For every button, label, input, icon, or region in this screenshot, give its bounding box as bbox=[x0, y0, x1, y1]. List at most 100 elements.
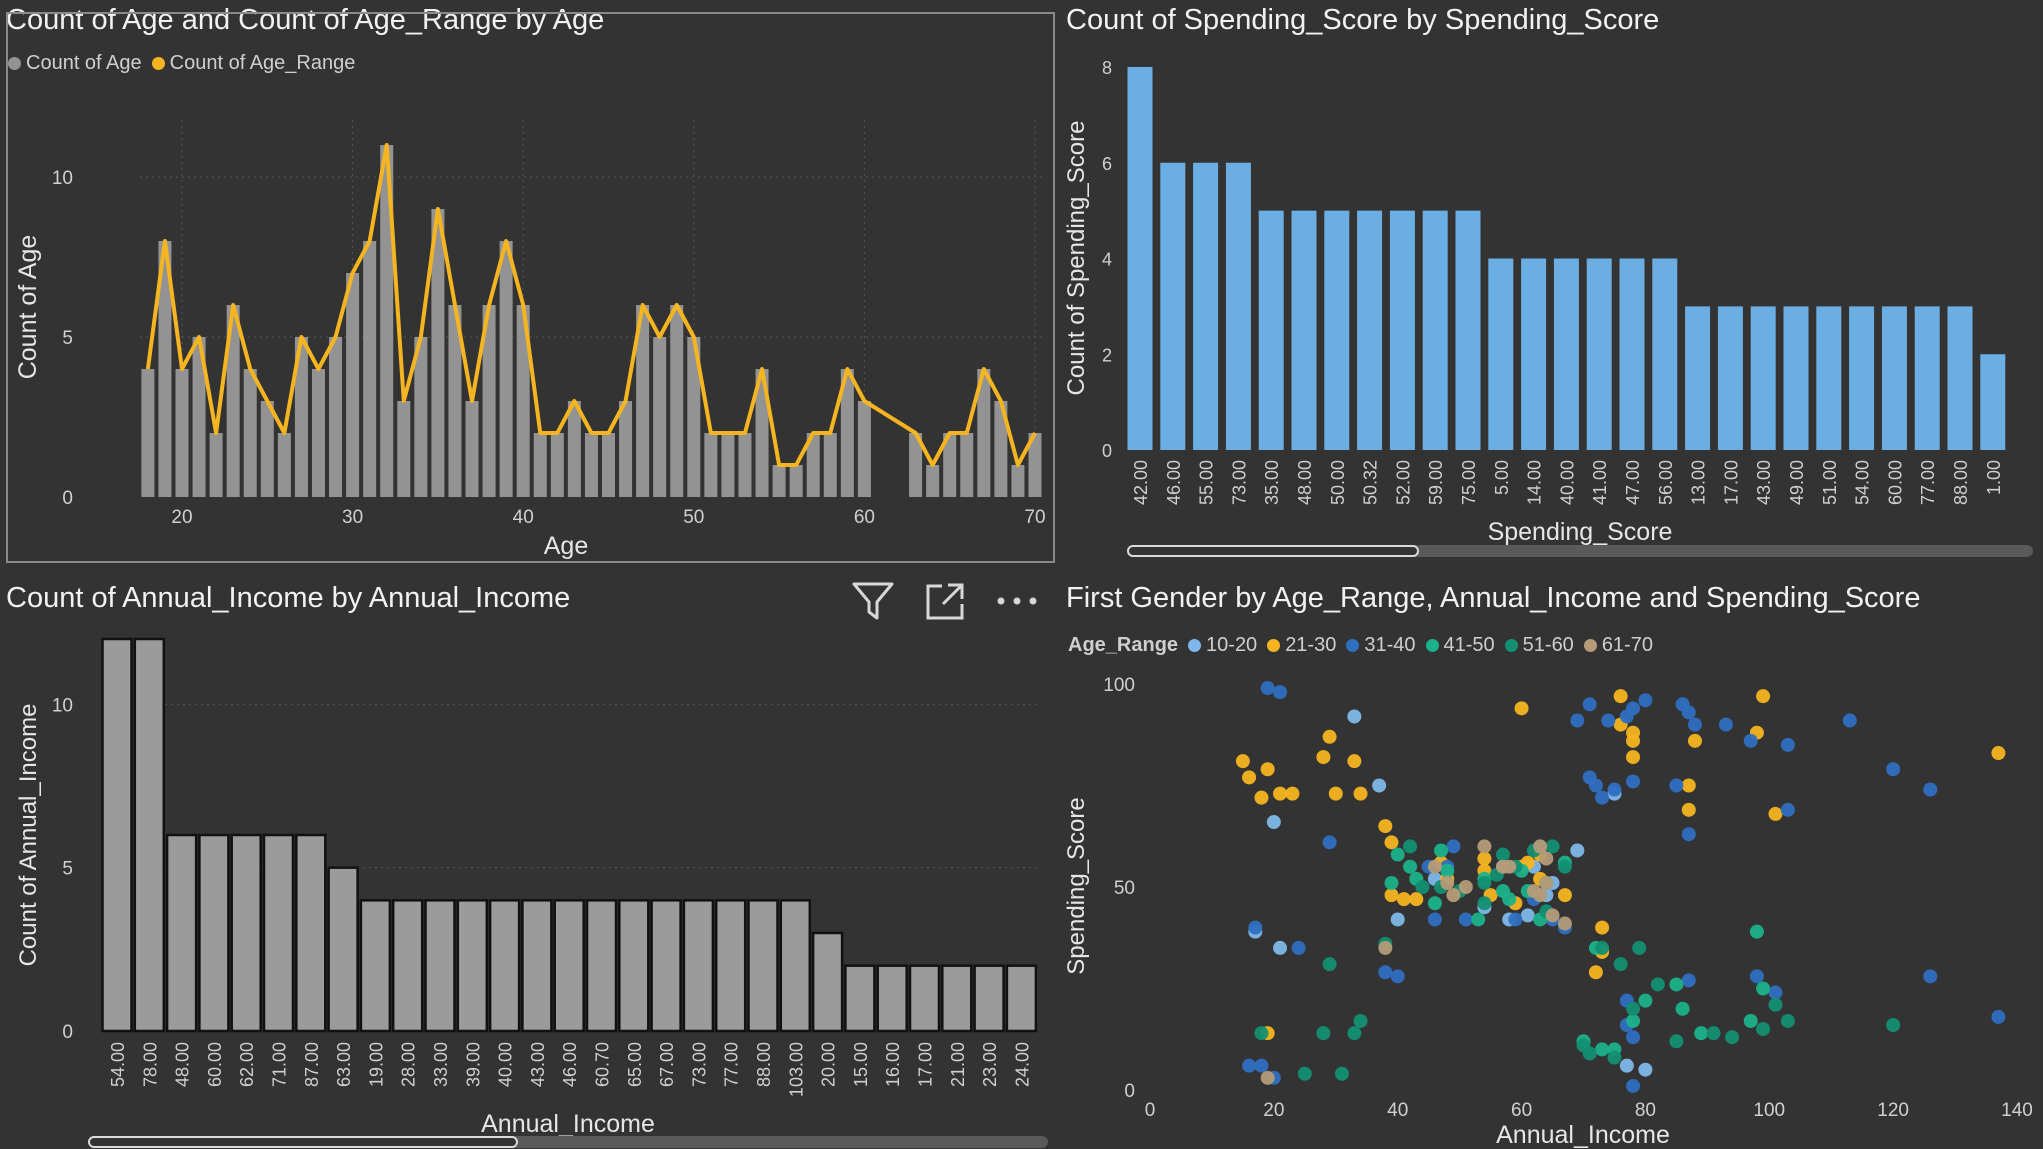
spending-chart-panel[interactable]: Count of Spending_Score by Spending_Scor… bbox=[1060, 0, 2043, 570]
spending-bar bbox=[1422, 210, 1448, 450]
visual-header-icons bbox=[850, 578, 1040, 624]
scatter-point bbox=[1533, 839, 1548, 854]
spending-bar bbox=[1160, 162, 1186, 450]
scatter-point bbox=[1291, 940, 1306, 955]
scatter-point bbox=[1706, 1026, 1721, 1041]
x-tick-label: 21.00 bbox=[948, 1042, 968, 1087]
age-bar bbox=[738, 433, 752, 497]
scatter-point bbox=[1390, 847, 1405, 862]
age-bar bbox=[704, 433, 718, 497]
scatter-point bbox=[1687, 717, 1702, 732]
age-bar bbox=[346, 273, 360, 497]
age-bar bbox=[926, 465, 940, 497]
income-bar bbox=[327, 866, 359, 1033]
scatter-point bbox=[1242, 770, 1257, 785]
legend-item-51-60[interactable]: 51-60 bbox=[1504, 634, 1574, 657]
focus-mode-icon[interactable] bbox=[922, 578, 968, 624]
x-tick-label: 43.00 bbox=[528, 1042, 548, 1087]
legend-item-31-40[interactable]: 31-40 bbox=[1346, 634, 1416, 657]
x-axis-title: Spending_Score bbox=[1488, 518, 1673, 546]
income-chart-scroll-thumb[interactable] bbox=[88, 1136, 518, 1148]
spending-bar bbox=[1980, 354, 2006, 450]
scatter-point bbox=[1601, 713, 1616, 728]
x-tick-label: 23.00 bbox=[980, 1042, 1000, 1087]
legend-item-41-50[interactable]: 41-50 bbox=[1425, 634, 1495, 657]
x-tick-label: 54.00 bbox=[108, 1042, 128, 1087]
scatter-point bbox=[1768, 985, 1783, 1000]
age-bar bbox=[602, 433, 615, 497]
scatter-point bbox=[1273, 685, 1288, 700]
legend-dot-icon bbox=[8, 57, 21, 70]
age-bar bbox=[670, 305, 684, 497]
age-range-line bbox=[145, 143, 1037, 467]
y-tick-label: 10 bbox=[52, 168, 73, 189]
scatter-point bbox=[1242, 1058, 1257, 1073]
scatter-point bbox=[1495, 847, 1510, 862]
spending-bar bbox=[1783, 306, 1809, 450]
age-bar bbox=[584, 433, 598, 497]
age-chart-panel[interactable]: Count of Age and Count of Age_Range by A… bbox=[0, 0, 1060, 570]
income-bar bbox=[844, 964, 876, 1033]
scatter-point bbox=[1477, 875, 1492, 890]
x-tick-label: 120 bbox=[1877, 1100, 1909, 1121]
x-tick-label: 13.00 bbox=[1689, 460, 1709, 505]
legend-item-count-of-age-range[interactable]: Count of Age_Range bbox=[151, 52, 355, 75]
scatter-point bbox=[1991, 746, 2006, 761]
x-tick-label: 39.00 bbox=[463, 1042, 483, 1087]
x-tick-label: 80 bbox=[1635, 1100, 1656, 1121]
scatter-point bbox=[1390, 912, 1405, 927]
scatter-point bbox=[1557, 859, 1572, 874]
x-tick-label: 0 bbox=[1145, 1100, 1156, 1121]
income-bar bbox=[779, 899, 812, 1033]
scatter-point bbox=[1991, 1009, 2006, 1024]
scatter-point bbox=[1322, 957, 1337, 972]
age-chart-svg: 0 5 10 20 30 40 50 60 70 Age Count of Age bbox=[14, 120, 1046, 560]
scatter-point bbox=[1520, 908, 1535, 923]
scatter-point bbox=[1768, 997, 1783, 1012]
legend-dot-icon bbox=[1267, 639, 1281, 652]
filter-icon[interactable] bbox=[850, 578, 896, 624]
y-tick-label: 0 bbox=[62, 1022, 73, 1043]
scatter-point bbox=[1675, 1001, 1690, 1016]
x-tick-label: 1.00 bbox=[1984, 460, 2004, 495]
scatter-point bbox=[1780, 737, 1795, 752]
legend-dot-icon bbox=[1504, 639, 1518, 652]
scatter-point bbox=[1458, 880, 1473, 894]
scatter-point bbox=[1669, 1034, 1684, 1049]
spending-bar bbox=[1357, 210, 1383, 450]
y-axis-title: Spending_Score bbox=[1063, 797, 1090, 974]
income-chart-panel[interactable]: Count of Annual_Income by Annual_Income … bbox=[0, 570, 1060, 1149]
scatter-point bbox=[1725, 1030, 1740, 1045]
income-bar bbox=[133, 637, 166, 1033]
spending-bar bbox=[1619, 258, 1645, 450]
age-bar bbox=[636, 305, 650, 497]
legend-title: Age_Range bbox=[1068, 634, 1179, 656]
y-axis-title: Count of Spending_Score bbox=[1063, 121, 1090, 396]
legend-dot-icon bbox=[1346, 639, 1360, 652]
scatter-point bbox=[1533, 888, 1548, 903]
x-tick-label: 20 bbox=[171, 507, 192, 528]
scatter-point bbox=[1372, 778, 1387, 793]
x-tick-label: 55.00 bbox=[1197, 460, 1217, 505]
legend-item-61-70[interactable]: 61-70 bbox=[1583, 634, 1653, 657]
income-bar bbox=[876, 964, 908, 1033]
spending-chart-scroll-thumb[interactable] bbox=[1127, 545, 1419, 557]
more-options-icon[interactable] bbox=[994, 578, 1040, 624]
spending-bar bbox=[1324, 210, 1350, 450]
scatter-point bbox=[1415, 880, 1430, 894]
scatter-point bbox=[1626, 1030, 1641, 1045]
legend-item-count-of-age[interactable]: Count of Age bbox=[8, 52, 142, 75]
x-tick-label: 15.00 bbox=[851, 1042, 871, 1087]
x-tick-label: 77.00 bbox=[1918, 460, 1938, 505]
scatter-point bbox=[1638, 693, 1653, 708]
x-tick-label: 51.00 bbox=[1820, 460, 1840, 505]
legend-item-21-30[interactable]: 21-30 bbox=[1267, 634, 1336, 657]
scatter-point bbox=[1626, 1001, 1641, 1016]
legend-item-10-20[interactable]: 10-20 bbox=[1188, 634, 1257, 657]
age-bar bbox=[465, 401, 479, 497]
x-tick-label: 50.32 bbox=[1361, 460, 1381, 505]
spending-bar bbox=[1521, 258, 1547, 450]
scatter-point bbox=[1378, 819, 1393, 834]
age-bar bbox=[1011, 465, 1025, 497]
scatter-chart-panel[interactable]: First Gender by Age_Range, Annual_Income… bbox=[1060, 570, 2043, 1149]
